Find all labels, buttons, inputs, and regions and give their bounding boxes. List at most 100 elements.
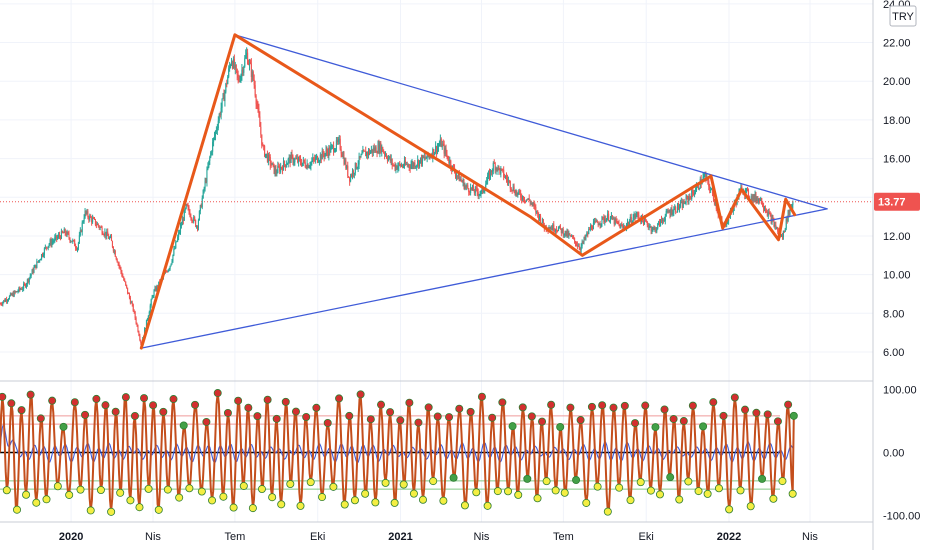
- candle[interactable]: [55, 233, 57, 241]
- oscillator-dot[interactable]: [646, 486, 655, 495]
- candle[interactable]: [17, 289, 19, 294]
- oscillator-dot[interactable]: [101, 401, 110, 410]
- candle[interactable]: [649, 223, 651, 228]
- candle[interactable]: [694, 187, 697, 195]
- oscillator-dot[interactable]: [263, 395, 272, 404]
- candle[interactable]: [239, 75, 241, 83]
- candle[interactable]: [553, 221, 555, 234]
- oscillator-dot[interactable]: [7, 399, 16, 408]
- candle[interactable]: [299, 155, 302, 166]
- candle[interactable]: [380, 140, 382, 154]
- candle[interactable]: [312, 153, 314, 163]
- candle[interactable]: [256, 99, 258, 110]
- oscillator-dot[interactable]: [641, 401, 650, 410]
- candle[interactable]: [97, 223, 99, 228]
- candle[interactable]: [133, 309, 135, 314]
- oscillator-dot[interactable]: [769, 494, 778, 503]
- candle[interactable]: [502, 168, 504, 173]
- candle[interactable]: [377, 140, 379, 154]
- candle[interactable]: [578, 243, 580, 251]
- candle[interactable]: [39, 259, 41, 263]
- candle[interactable]: [121, 269, 123, 278]
- candle[interactable]: [589, 227, 591, 231]
- candle[interactable]: [615, 216, 617, 224]
- oscillator-dot[interactable]: [675, 495, 684, 504]
- candle[interactable]: [41, 252, 44, 258]
- candle[interactable]: [87, 209, 89, 220]
- candle[interactable]: [522, 195, 525, 203]
- candle[interactable]: [236, 68, 238, 81]
- candle[interactable]: [571, 234, 573, 238]
- candle[interactable]: [285, 160, 287, 168]
- candle[interactable]: [25, 282, 28, 289]
- oscillator-dot[interactable]: [666, 473, 675, 482]
- candle[interactable]: [523, 196, 526, 204]
- candle[interactable]: [333, 141, 335, 156]
- candle[interactable]: [179, 229, 181, 235]
- candle[interactable]: [402, 164, 404, 169]
- candle[interactable]: [350, 173, 353, 178]
- oscillator-dot[interactable]: [22, 490, 31, 499]
- oscillator-dot[interactable]: [660, 405, 669, 414]
- candle[interactable]: [276, 169, 278, 177]
- candle[interactable]: [334, 148, 337, 153]
- candle[interactable]: [335, 137, 337, 152]
- candle[interactable]: [493, 159, 495, 164]
- candle[interactable]: [660, 218, 662, 227]
- candle[interactable]: [669, 209, 671, 219]
- oscillator-dot[interactable]: [488, 413, 497, 422]
- oscillator-dot[interactable]: [163, 485, 172, 494]
- candle[interactable]: [471, 187, 473, 191]
- candle[interactable]: [519, 188, 521, 195]
- candle[interactable]: [269, 154, 271, 170]
- candle[interactable]: [301, 162, 303, 167]
- candle[interactable]: [522, 195, 524, 202]
- candle[interactable]: [329, 145, 331, 156]
- candle[interactable]: [536, 210, 538, 215]
- candle[interactable]: [10, 292, 12, 296]
- candle[interactable]: [435, 141, 437, 154]
- candle[interactable]: [708, 178, 710, 191]
- candle[interactable]: [101, 225, 103, 236]
- candle[interactable]: [367, 151, 369, 160]
- candle[interactable]: [342, 150, 344, 159]
- candle[interactable]: [421, 154, 423, 167]
- candle[interactable]: [21, 286, 23, 290]
- candle[interactable]: [165, 269, 167, 273]
- candle[interactable]: [441, 140, 443, 150]
- candle[interactable]: [304, 158, 306, 168]
- candle[interactable]: [414, 159, 416, 170]
- oscillator-dot[interactable]: [17, 406, 26, 415]
- candle[interactable]: [135, 316, 137, 325]
- candle[interactable]: [444, 145, 446, 157]
- candle[interactable]: [755, 191, 757, 205]
- candle[interactable]: [405, 161, 407, 165]
- candle[interactable]: [617, 221, 619, 225]
- candle[interactable]: [205, 177, 207, 184]
- candle[interactable]: [249, 59, 251, 65]
- oscillator-dot[interactable]: [390, 498, 399, 507]
- candle[interactable]: [420, 154, 423, 167]
- candle[interactable]: [99, 226, 101, 231]
- candle[interactable]: [108, 233, 110, 240]
- candle[interactable]: [129, 295, 131, 305]
- candle[interactable]: [417, 155, 419, 168]
- candle[interactable]: [337, 136, 339, 145]
- candle[interactable]: [116, 258, 118, 263]
- candle[interactable]: [235, 64, 237, 74]
- candle[interactable]: [567, 229, 569, 238]
- oscillator-dot[interactable]: [306, 478, 315, 487]
- oscillator-dot[interactable]: [169, 395, 178, 404]
- candle[interactable]: [667, 208, 669, 214]
- candle[interactable]: [302, 156, 304, 167]
- candle[interactable]: [588, 226, 590, 235]
- candle[interactable]: [62, 231, 64, 234]
- oscillator-dot[interactable]: [191, 400, 200, 409]
- candle[interactable]: [53, 239, 55, 244]
- candle[interactable]: [492, 161, 494, 175]
- candle[interactable]: [576, 241, 578, 250]
- candle[interactable]: [117, 261, 119, 266]
- candle[interactable]: [403, 156, 406, 169]
- candle[interactable]: [366, 151, 368, 159]
- candle[interactable]: [660, 215, 663, 224]
